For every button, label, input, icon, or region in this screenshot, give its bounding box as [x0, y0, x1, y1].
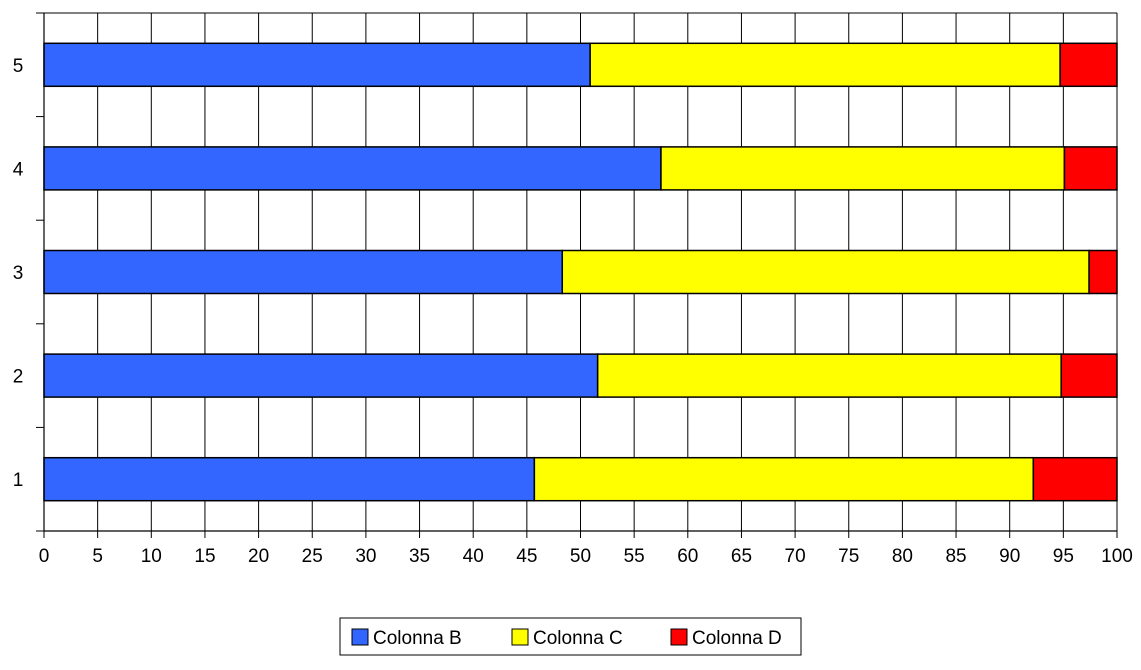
legend-swatch-colonna-c [511, 628, 529, 646]
x-tick-label-5: 5 [92, 546, 103, 567]
legend-box [339, 617, 802, 656]
bar-3-colonna-b [43, 249, 564, 295]
x-tick-label-100: 100 [1101, 546, 1133, 567]
legend-label-colonna-d: Colonna D [692, 628, 782, 649]
x-tick-label-45: 45 [516, 546, 537, 567]
y-tick-label-2: 2 [13, 367, 24, 388]
legend: Colonna B Colonna C Colonna D [339, 617, 802, 656]
y-axis-tick-labels: 1 2 3 4 5 [13, 56, 24, 491]
x-tick-label-95: 95 [1053, 546, 1074, 567]
bar-1-colonna-d [1032, 456, 1118, 502]
bar-1-colonna-c [533, 456, 1035, 502]
bar-4-colonna-b [43, 146, 662, 191]
bar-5-colonna-d [1059, 42, 1118, 88]
x-tick-label-80: 80 [892, 546, 913, 567]
legend-swatch-colonna-b [351, 628, 369, 646]
x-tick-label-90: 90 [999, 546, 1020, 567]
bar-3-colonna-c [561, 249, 1090, 295]
x-tick-label-40: 40 [463, 546, 484, 567]
x-tick-label-25: 25 [302, 546, 323, 567]
x-tick-label-10: 10 [141, 546, 162, 567]
bars [43, 42, 1118, 502]
x-tick-label-35: 35 [409, 546, 430, 567]
y-tick-label-5: 5 [13, 56, 24, 77]
axes [36, 12, 1118, 538]
x-tick-label-15: 15 [194, 546, 215, 567]
bar-2-colonna-b [43, 353, 599, 398]
x-tick-label-20: 20 [248, 546, 269, 567]
x-tick-label-50: 50 [570, 546, 591, 567]
bar-5-colonna-b [43, 42, 591, 88]
bar-1-colonna-b [43, 456, 536, 502]
x-tick-label-85: 85 [945, 546, 966, 567]
bar-5-colonna-c [589, 42, 1061, 88]
x-axis-tick-labels: 0 5 10 15 20 25 30 35 40 45 50 55 60 65 70 75 80 85 90 95 10… [39, 546, 1133, 567]
y-tick-label-1: 1 [13, 470, 24, 491]
bar-4-colonna-c [660, 146, 1066, 191]
bar-2-colonna-d [1060, 353, 1118, 398]
x-tick-label-55: 55 [624, 546, 645, 567]
bar-3-colonna-d [1088, 249, 1118, 295]
x-tick-label-75: 75 [838, 546, 859, 567]
bar-2-colonna-c [596, 353, 1062, 398]
legend-swatch-colonna-d [670, 628, 688, 646]
x-tick-label-60: 60 [677, 546, 698, 567]
legend-label-colonna-c: Colonna C [533, 628, 623, 649]
y-tick-label-3: 3 [13, 263, 24, 284]
x-tick-label-70: 70 [785, 546, 806, 567]
bar-4-colonna-d [1063, 146, 1118, 191]
legend-label-colonna-b: Colonna B [373, 628, 462, 649]
x-tick-label-30: 30 [355, 546, 376, 567]
y-tick-label-4: 4 [13, 159, 24, 180]
x-tick-label-65: 65 [731, 546, 752, 567]
x-tick-label-0: 0 [39, 546, 50, 567]
